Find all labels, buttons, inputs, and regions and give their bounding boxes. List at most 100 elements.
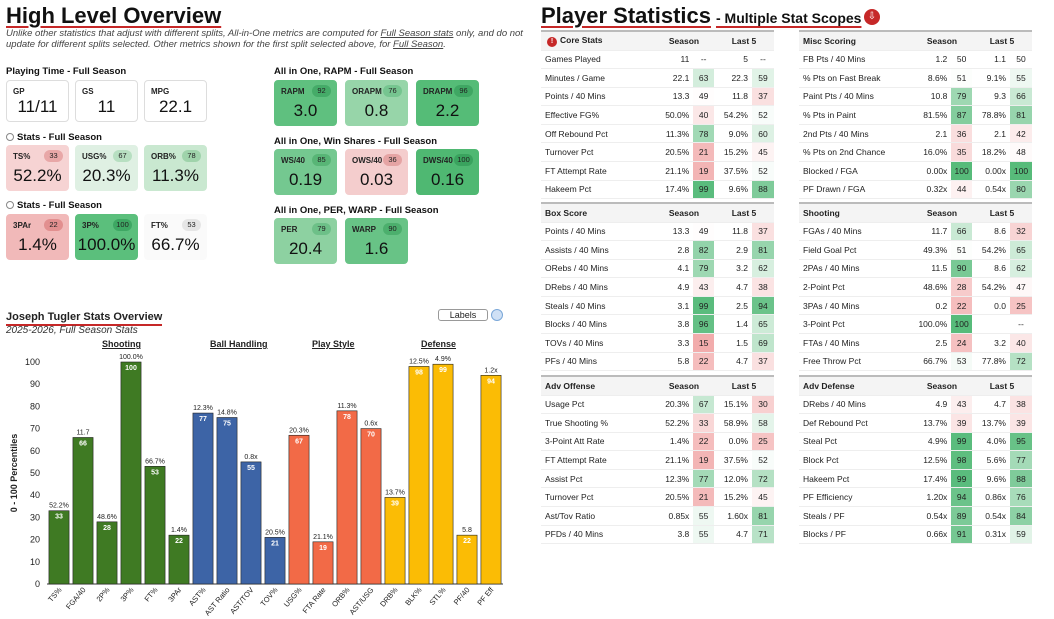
row-label: 3-Point Att Rate: [541, 432, 654, 452]
row-label: 2nd Pts / 40 Mins: [799, 124, 912, 144]
season-value: 11.5: [912, 259, 952, 279]
labels-toggle-knob[interactable]: [491, 309, 503, 321]
last5-value: 11.8: [714, 222, 752, 242]
table-row: Blocked / FGA 0.00x 100 0.00x 100: [799, 161, 1032, 181]
full-season-stats-link[interactable]: Full Season stats: [380, 28, 454, 39]
info-icon[interactable]: !: [547, 36, 557, 47]
y-tick-label: 10: [30, 557, 40, 567]
table-row: Minutes / Game 22.1 63 22.3 59: [541, 68, 774, 88]
table-row: 3-Point Pct 100.0% 100 --: [799, 314, 1032, 335]
table-row: Off Rebound Pct 11.3% 78 9.0% 60: [541, 124, 774, 144]
bar-ast-ratio: [216, 417, 238, 585]
chart-title: Joseph Tugler Stats Overview: [6, 311, 163, 326]
full-season-link[interactable]: Full Season: [393, 39, 444, 50]
x-tick-label: 2P%: [94, 585, 111, 603]
card-value: 66.7%: [151, 235, 200, 254]
bar-raw-label: 52.2%: [49, 503, 69, 510]
table-row: Paint Pts / 40 Mins 10.8 79 9.3 66: [799, 87, 1032, 107]
bar-ast-usg: [360, 428, 382, 585]
last5-value: 1.5: [714, 333, 752, 353]
bar-raw-label: 20.3%: [289, 427, 309, 434]
bar-raw-label: 0.8x: [244, 454, 258, 461]
card-value: 3.0: [293, 101, 318, 120]
season-percentile: 55: [693, 506, 714, 526]
last5-percentile: 37: [752, 87, 774, 107]
row-label: FGAs / 40 Mins: [799, 222, 912, 242]
season-header: Season: [654, 202, 714, 223]
bar-raw-label: 11.3%: [337, 403, 356, 410]
group-play-style: Play Style: [312, 339, 355, 349]
table-row: Blocks / PF 0.66x 91 0.31x 59: [799, 525, 1032, 545]
bar-value-label: 67: [295, 438, 303, 445]
labels-toggle[interactable]: Labels: [438, 309, 488, 321]
last5-header: Last 5: [972, 375, 1032, 396]
table-row: PF Efficiency 1.20x 94 0.86x 76: [799, 487, 1032, 508]
x-tick-label: AST%: [187, 585, 208, 607]
bar-raw-label: 100.0%: [119, 354, 143, 361]
last5-value: 2.9: [714, 240, 752, 260]
stat-card-rapm: RAPM 92 3.0: [274, 80, 337, 126]
table-row: FB Pts / 40 Mins 1.2 50 1.1 50: [799, 50, 1032, 70]
last5-percentile: 52: [752, 161, 774, 181]
card-value: 0.03: [359, 170, 394, 189]
radio-icon[interactable]: [6, 201, 14, 209]
bar-value-label: 77: [199, 416, 207, 423]
table-row: Def Rebound Pct 13.7% 39 13.7% 39: [799, 413, 1032, 433]
x-tick-label: 3P%: [118, 585, 135, 603]
bar-raw-label: 20.5%: [265, 529, 285, 536]
bar-blk-: [408, 366, 430, 585]
bar-value-label: 98: [415, 369, 423, 376]
season-percentile: 22: [951, 296, 972, 316]
y-tick-label: 30: [30, 512, 40, 522]
x-tick-label: AST/TOV: [228, 586, 255, 616]
season-percentile: 22: [693, 352, 714, 372]
card-label: RAPM: [281, 87, 305, 96]
season-percentile: 22: [693, 432, 714, 452]
season-value: 4.9: [654, 277, 694, 297]
bar-ast-tov: [240, 461, 262, 585]
x-tick-label: 3PAr: [166, 585, 184, 604]
table-row: PFs / 40 Mins 5.8 22 4.7 37: [541, 352, 774, 372]
card-percentile: 76: [383, 85, 402, 97]
player-stats-title: Player Statistics - Multiple Stat Scopes: [541, 3, 862, 28]
row-label: FTAs / 40 Mins: [799, 333, 912, 353]
season-percentile: 36: [951, 124, 972, 144]
last5-percentile: 37: [752, 222, 774, 242]
last5-percentile: 72: [1010, 352, 1032, 372]
table-row: Effective FG% 50.0% 40 54.2% 52: [541, 105, 774, 125]
season-percentile: 96: [693, 314, 714, 335]
table-header: Adv Defense Season Last 5: [799, 375, 1032, 396]
stat-card-per: PER 79 20.4: [274, 218, 337, 264]
export-icon[interactable]: ⇩: [864, 9, 880, 25]
last5-value: 0.0: [972, 296, 1010, 316]
stat-card-dws-40: DWS/40 100 0.16: [416, 149, 479, 195]
row-label: FB Pts / 40 Mins: [799, 50, 912, 70]
last5-value: 9.6%: [972, 469, 1010, 489]
bar-value-label: 28: [103, 525, 111, 532]
table-row: 3PAs / 40 Mins 0.2 22 0.0 25: [799, 296, 1032, 316]
table-row: FTAs / 40 Mins 2.5 24 3.2 40: [799, 333, 1032, 353]
row-label: Blocks / 40 Mins: [541, 314, 654, 335]
card-value: 20.4: [288, 239, 323, 258]
bar-raw-label: 0.6x: [364, 421, 378, 428]
card-label: ORAPM: [352, 87, 382, 96]
x-tick-label: FT%: [142, 585, 159, 603]
row-label: Minutes / Game: [541, 68, 654, 88]
radio-icon[interactable]: [6, 133, 14, 141]
season-percentile: 100: [951, 314, 972, 335]
card-percentile: 79: [312, 223, 331, 235]
row-label: Assists / 40 Mins: [541, 240, 654, 260]
card-value: 11: [97, 97, 116, 116]
y-tick-label: 50: [30, 468, 40, 478]
table-row: Turnover Pct 20.5% 21 15.2% 45: [541, 487, 774, 508]
season-value: 4.9%: [912, 432, 952, 452]
stats2-header: Stats - Full Season: [6, 200, 102, 211]
last5-percentile: 42: [1010, 124, 1032, 144]
season-value: 1.20x: [912, 487, 952, 508]
card-label: DRAPM: [423, 87, 453, 96]
last5-value: 4.7: [972, 395, 1010, 415]
x-tick-label: STL%: [428, 585, 448, 607]
season-value: 2.1: [912, 124, 952, 144]
last5-value: 22.3: [714, 68, 752, 88]
last5-value: 54.2%: [972, 240, 1010, 260]
